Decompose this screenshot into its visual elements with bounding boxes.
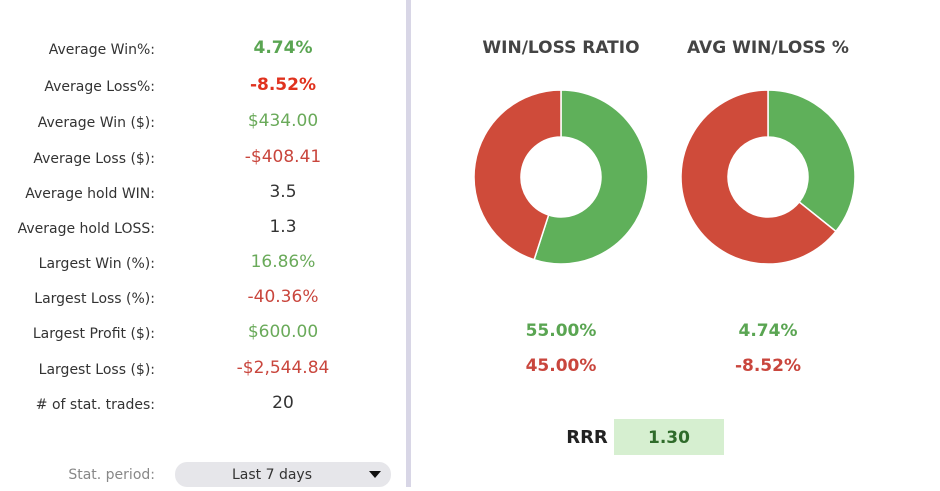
- stat-value: 20: [272, 393, 294, 413]
- period-dropdown[interactable]: [175, 462, 391, 487]
- value-label: 55.00%: [526, 321, 597, 341]
- stat-label: Average hold LOSS:: [18, 221, 155, 237]
- stat-value: 4.74%: [254, 38, 313, 58]
- stat-value: -$408.41: [245, 147, 321, 167]
- chart-title: WIN/LOSS RATIO: [482, 38, 639, 58]
- stat-label: Average hold WIN:: [25, 186, 155, 202]
- stat-value: 1.3: [269, 217, 296, 237]
- donut-slice: [767, 89, 856, 233]
- donut-slice: [680, 89, 837, 265]
- donut-slice: [473, 89, 562, 261]
- stat-value: $600.00: [248, 322, 318, 342]
- value-label: 45.00%: [526, 356, 597, 376]
- stat-label: # of stat. trades:: [36, 397, 155, 413]
- rrr-label: RRR: [566, 427, 608, 448]
- divider: [406, 0, 411, 487]
- stat-label: Average Win%:: [49, 42, 155, 58]
- period-label: Stat. period:: [68, 467, 155, 483]
- stat-value: -40.36%: [248, 287, 319, 307]
- stat-label: Average Loss ($):: [33, 151, 155, 167]
- stat-value: $434.00: [248, 111, 318, 131]
- rrr-value: 1.30: [648, 428, 690, 448]
- stat-value: 16.86%: [251, 252, 316, 272]
- stat-value: 3.5: [269, 182, 296, 202]
- period-value[interactable]: Last 7 days: [232, 467, 312, 483]
- dropdown-arrow[interactable]: [369, 471, 381, 478]
- stat-label: Largest Loss (%):: [34, 291, 155, 307]
- stat-value: -8.52%: [250, 75, 316, 95]
- chart-title: AVG WIN/LOSS %: [687, 38, 849, 58]
- stat-label: Largest Loss ($):: [39, 362, 155, 378]
- donut-slice: [533, 89, 649, 265]
- stat-label: Largest Profit ($):: [33, 326, 155, 342]
- stat-label: Average Win ($):: [38, 115, 155, 131]
- stat-label: Average Loss%:: [44, 79, 155, 95]
- stat-value: -$2,544.84: [237, 358, 330, 378]
- value-label: 4.74%: [739, 321, 798, 341]
- value-label: -8.52%: [735, 356, 801, 376]
- stat-label: Largest Win (%):: [39, 256, 155, 272]
- rrr-box: [614, 419, 724, 455]
